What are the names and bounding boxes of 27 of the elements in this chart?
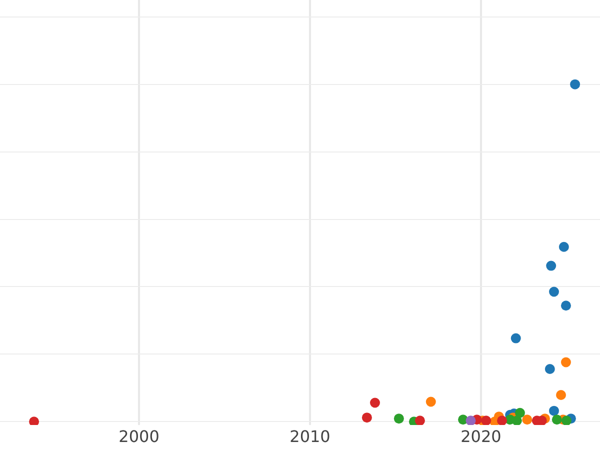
point (544, 364, 555, 374)
point (370, 398, 380, 408)
point (561, 416, 572, 425)
point (546, 260, 556, 271)
point (556, 390, 566, 400)
point (29, 416, 40, 425)
x-tick-label: 2020 (460, 427, 502, 446)
point (466, 416, 476, 425)
x-tick-label: 2010 (290, 427, 330, 446)
point (549, 406, 559, 416)
point (362, 412, 372, 423)
x-tick-label: 2000 (118, 427, 160, 446)
point (414, 416, 425, 425)
point (560, 300, 571, 311)
point (570, 79, 580, 90)
point (514, 408, 525, 418)
point (560, 357, 571, 368)
point (497, 416, 508, 425)
point (510, 333, 521, 344)
point (549, 286, 559, 297)
point (512, 416, 522, 425)
point (394, 414, 404, 424)
point (558, 242, 569, 252)
point (522, 414, 532, 425)
point (481, 416, 492, 425)
point (552, 414, 562, 425)
point (426, 396, 436, 407)
